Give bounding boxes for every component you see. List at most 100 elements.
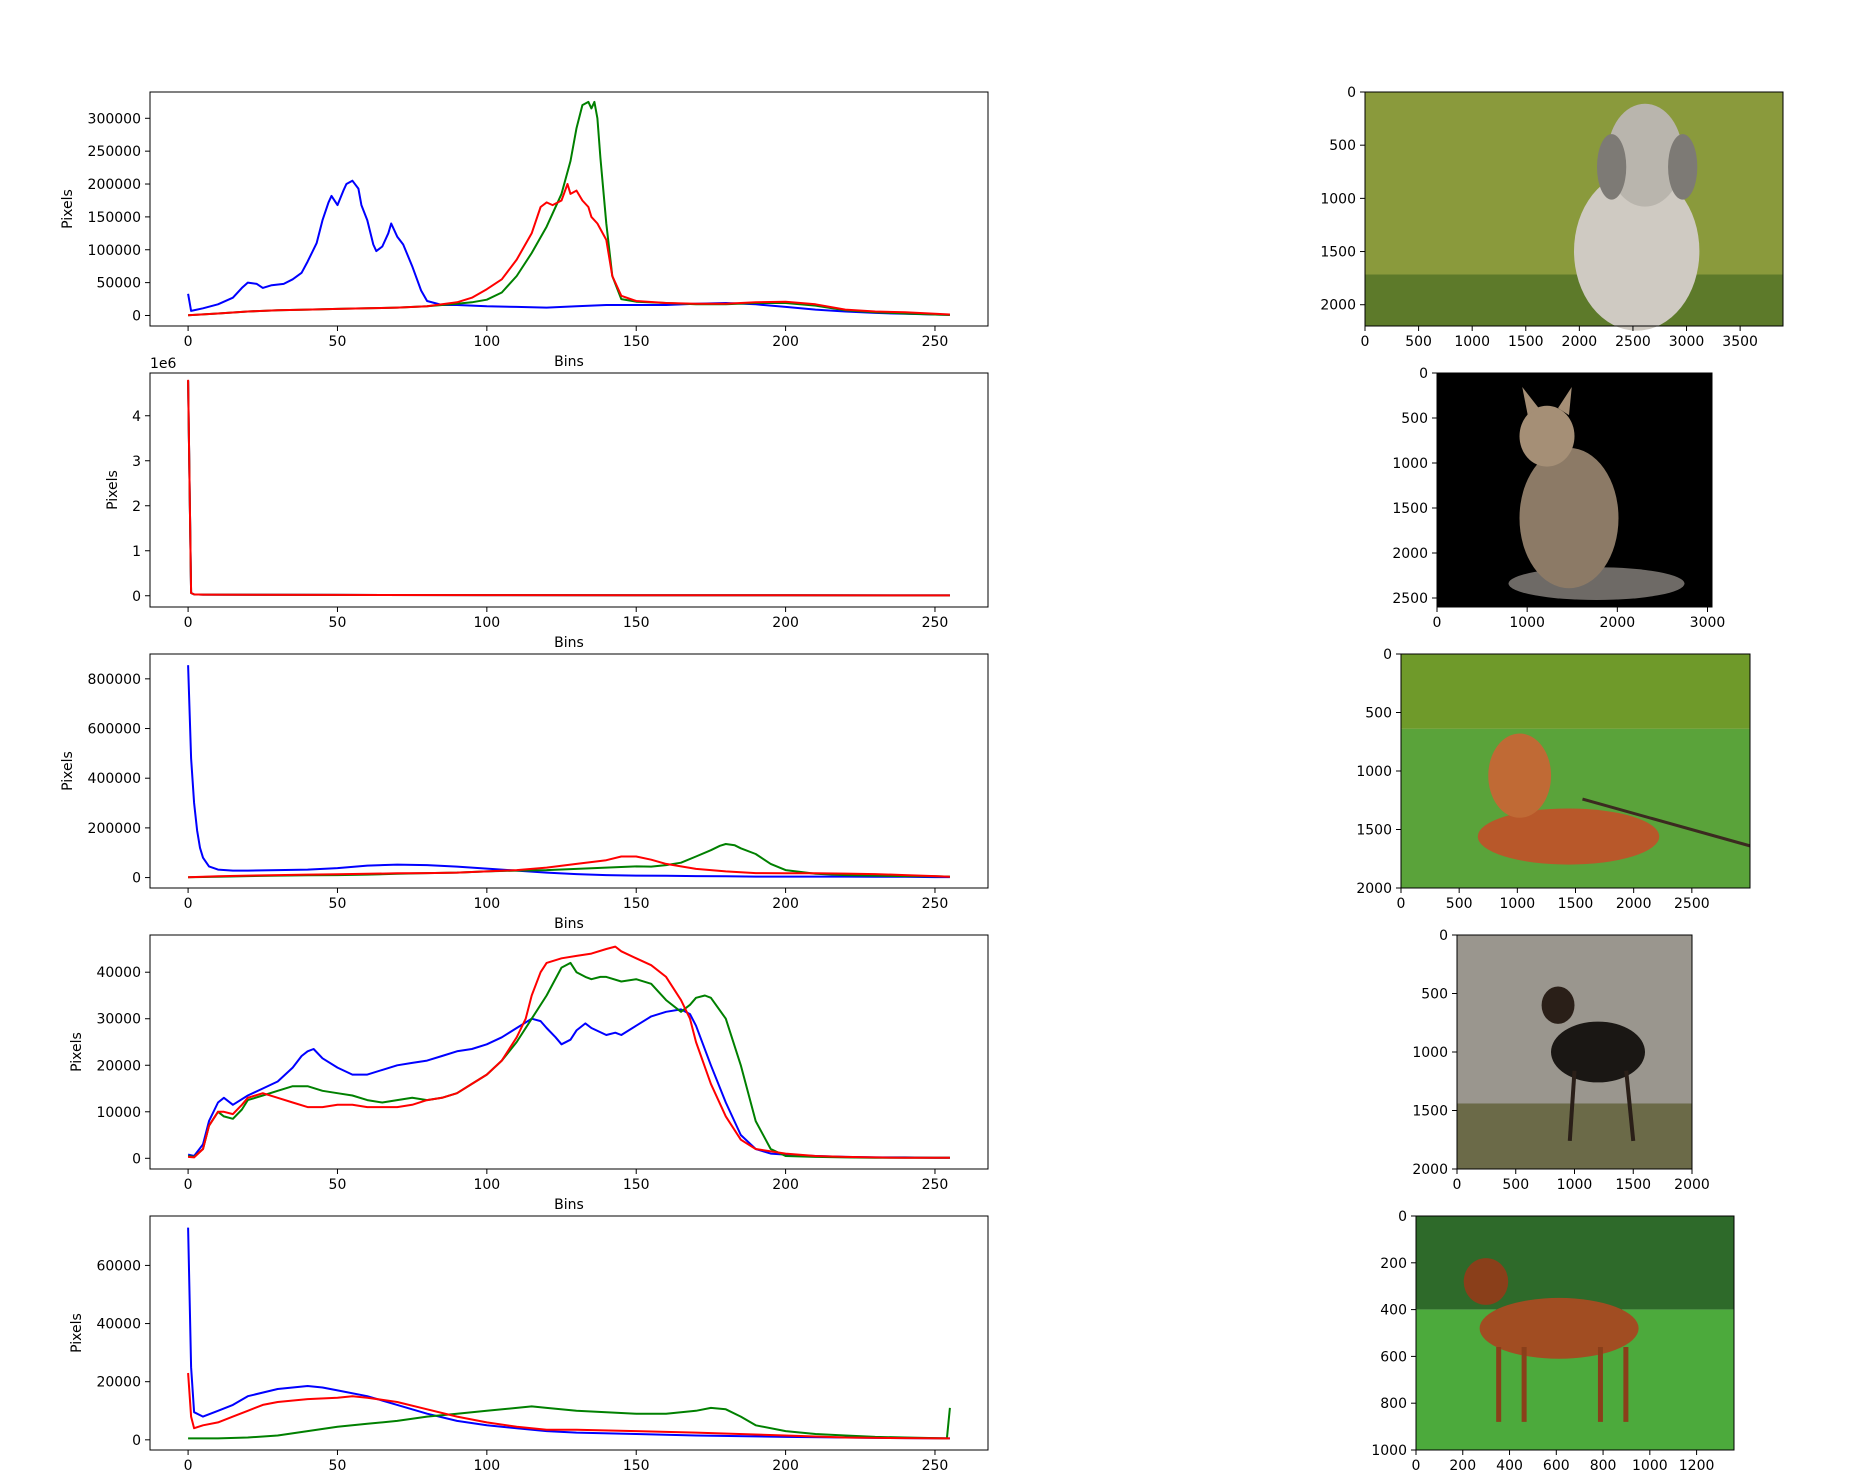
y-tick-label: 30000 [96,1012,141,1028]
x-tick-label: 3500 [1722,334,1758,350]
x-tick-label: 50 [329,1458,347,1470]
x-tick-label: 150 [623,615,650,631]
x-tick-label: 1200 [1679,1458,1715,1470]
y-offset-label: 1e6 [150,356,177,372]
x-tick-label: 2000 [1600,615,1636,631]
y-tick-label: 600 [1380,1349,1407,1365]
x-tick-label: 0 [184,615,193,631]
y-tick-label: 0 [132,589,141,605]
x-tick-label: 0 [1397,896,1406,912]
x-tick-label: 1500 [1558,896,1594,912]
y-tick-label: 60000 [96,1258,141,1274]
axes-frame [149,653,989,889]
x-tick-label: 250 [922,896,949,912]
y-tick-label: 1000 [1392,456,1428,472]
histogram-chart-4: 0 50 100 150 200 250 0 10000 20000 30000 40000 Bins… [69,934,989,1213]
y-tick-label: 100000 [88,243,141,259]
y-tick-label: 1000 [1371,1443,1407,1459]
dog-head [1488,733,1552,818]
y-tick-label: 1000 [1320,191,1356,207]
y-tick-label: 0 [1439,928,1448,944]
dog-body [1574,171,1700,331]
hedge-background [1416,1216,1734,1310]
x-tick-label: 100 [473,615,500,631]
series-line-blue [187,1008,950,1159]
dog-body [1477,808,1660,865]
x-tick-label: 250 [922,615,949,631]
x-tick-label: 200 [1449,1458,1476,1470]
y-tick-label: 2500 [1392,591,1428,607]
x-tick-label: 0 [184,334,193,350]
cat-ear [1558,387,1572,416]
x-tick-label: 1500 [1615,1177,1651,1193]
axes-frame [149,1215,989,1451]
axes-frame [149,372,989,608]
y-tick-label: 1500 [1320,245,1356,261]
histogram-charts: 0 50 100 150 200 2500500001000001500002000002… [60,91,989,1470]
image-panel-3: 0 500 1000 1500 2000 2500 0 500 1000 1500 2000 [1356,647,1751,912]
dog-head [1541,986,1575,1024]
image-panel-4: 0 500 1000 1500 2000 0 500 1000 1500 2000 [1412,928,1709,1193]
y-tick-label: 1500 [1412,1104,1448,1120]
x-tick-label: 0 [1433,615,1442,631]
y-axis-label: Pixels [69,1313,85,1353]
image-panel-5: 0 200 400 600 800 1000 1200 0 200 400 600 800 1000 [1371,1209,1735,1470]
y-tick-label: 500 [1421,987,1448,1003]
x-tick-label: 500 [1405,334,1432,350]
series-line-blue [187,1227,950,1440]
grass-foreground [1365,274,1783,326]
x-tick-label: 0 [184,1177,193,1193]
x-tick-label: 1500 [1508,334,1544,350]
y-tick-label: 200000 [88,821,141,837]
x-tick-label: 200 [772,615,799,631]
y-tick-label: 4 [132,409,141,425]
y-tick-label: 1500 [1392,501,1428,517]
y-tick-label: 2000 [1392,546,1428,562]
histogram-chart-2: 0 50 100 150 200 250 0 1 2 3 4 1e6 Bins Pixels [105,356,989,651]
y-tick-label: 40000 [96,1317,141,1333]
x-tick-label: 0 [184,896,193,912]
histogram-chart-3: 0 50 100 150 200 250 0 200000 400000 600000 800000… [60,653,989,932]
series-line-red [188,183,950,317]
x-tick-label: 1000 [1557,1177,1593,1193]
x-tick-label: 100 [473,334,500,350]
y-tick-label: 20000 [96,1375,141,1391]
x-axis-label: Bins [554,916,584,932]
y-tick-label: 1500 [1356,823,1392,839]
x-tick-label: 0 [1453,1177,1462,1193]
y-tick-label: 0 [132,1151,141,1167]
x-tick-label: 1000 [1632,1458,1668,1470]
dog-ear [1596,134,1627,200]
series-line-red [187,379,950,597]
x-tick-label: 50 [329,896,347,912]
dog-body [1479,1297,1639,1359]
x-tick-label: 150 [623,1458,650,1470]
foliage-background [1401,654,1750,729]
x-tick-label: 2500 [1615,334,1651,350]
x-tick-label: 3000 [1690,615,1726,631]
x-tick-label: 2000 [1616,896,1652,912]
y-axis-label: Pixels [60,189,76,229]
x-tick-label: 2000 [1674,1177,1710,1193]
dog-leash [1582,797,1751,848]
y-tick-label: 300000 [88,111,141,127]
y-tick-label: 200 [1380,1256,1407,1272]
x-tick-label: 250 [922,1177,949,1193]
y-tick-label: 20000 [96,1058,141,1074]
y-tick-label: 0 [1419,366,1428,382]
y-tick-label: 1 [132,544,141,560]
y-tick-label: 150000 [88,210,141,226]
image-panel-2: 0 1000 2000 3000 0 500 1000 1500 2000 2500 [1392,366,1725,631]
image-panel-1: 0 500 1000 1500 2000 2500 3000 3500 0 500 1000 1500… [1320,85,1784,350]
axes-frame [149,91,989,327]
x-tick-label: 50 [329,1177,347,1193]
y-tick-label: 3 [132,454,141,470]
x-tick-label: 150 [623,1177,650,1193]
x-tick-label: 600 [1543,1458,1570,1470]
dog-head [1463,1258,1509,1305]
histogram-chart-1: 0 50 100 150 200 250 0 50000 100000 150000 200000 2… [60,91,989,370]
x-tick-label: 1000 [1454,334,1490,350]
x-tick-label: 150 [623,896,650,912]
y-tick-label: 400 [1380,1303,1407,1319]
